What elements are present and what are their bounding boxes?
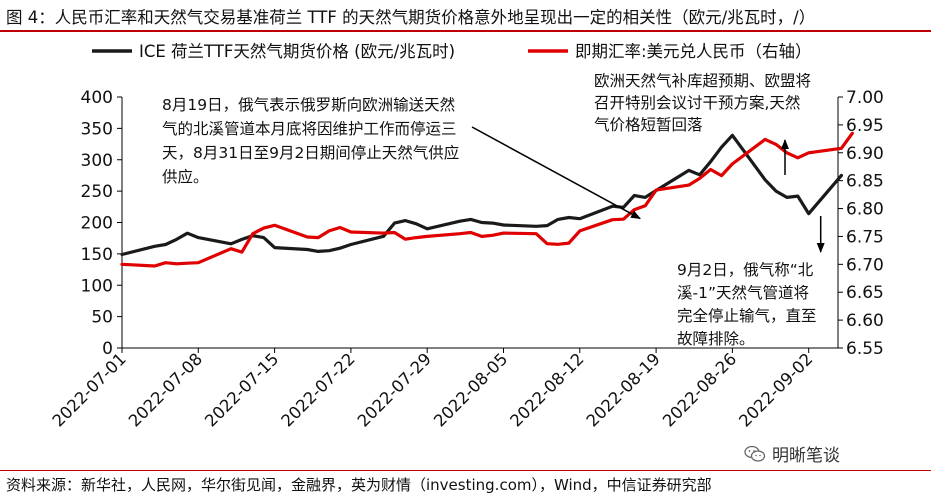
legend-label-cny: 即期汇率:美元兑人民币（右轴） <box>575 42 812 61</box>
annotation-aug19-arrow <box>471 126 641 220</box>
left-y-tick-label: 300 <box>81 151 113 171</box>
dual-axis-line-chart: ICE 荷兰TTF天然气期货价格 (欧元/兆瓦时) 即期汇率:美元兑人民币（右轴）… <box>49 42 884 431</box>
right-y-tick-label: 6.80 <box>846 200 884 220</box>
x-tick-label: 2022-08-26 <box>659 349 740 430</box>
x-tick-label: 2022-08-19 <box>583 349 664 430</box>
annotation-sep2-line: 9月2日，俄气称“北 <box>677 261 814 279</box>
x-tick-label: 2022-07-15 <box>201 349 282 430</box>
left-y-tick-label: 400 <box>81 88 113 108</box>
left-y-tick-label: 150 <box>81 245 113 265</box>
right-y-tick-label: 7.00 <box>846 88 884 108</box>
x-tick-label: 2022-09-02 <box>735 349 816 430</box>
right-y-tick-label: 6.85 <box>846 172 884 192</box>
right-y-tick-label: 6.75 <box>846 227 884 247</box>
right-y-tick-label: 6.95 <box>846 116 884 136</box>
x-tick-label: 2022-07-22 <box>277 349 358 430</box>
annotation-aug19-line: 天，8月31日至9月2日期间停止天然气供应 <box>162 143 459 162</box>
annotation-price-dip-line: 气价格短暂回落 <box>594 116 703 134</box>
annotation-sep2-line: 完全停止输气，直至 <box>677 307 817 325</box>
usd-cny-rate-line <box>120 131 854 268</box>
watermark-text: 明晰笔谈 <box>772 446 840 466</box>
right-y-tick-label: 6.65 <box>846 283 884 303</box>
annotation-aug19-line: 气的北溪管道本月底将因维护工作而停运三 <box>162 120 457 138</box>
annotation-aug19-line: 8月19日，俄气表示俄罗斯向欧洲输送天然 <box>162 96 455 114</box>
right-y-tick-label: 6.60 <box>846 311 884 331</box>
x-tick-label: 2022-07-29 <box>354 349 435 430</box>
legend-label-ttf: ICE 荷兰TTF天然气期货价格 (欧元/兆瓦时) <box>139 42 455 61</box>
figure-title: 图 4：人民币汇率和天然气交易基准荷兰 TTF 的天然气期货价格意外地呈现出一定… <box>6 8 816 27</box>
left-y-tick-label: 0 <box>102 339 113 359</box>
right-y-tick-label: 6.90 <box>846 144 884 164</box>
annotation-price-dip-line: 欧洲天然气补库超预期、欧盟将 <box>594 72 811 90</box>
watermark: 明晰笔谈 <box>744 441 840 466</box>
source-note: 资料来源：新华社，人民网，华尔街见闻，金融界，英为财情（investing.co… <box>6 476 712 494</box>
annotation-aug19-line: 供应。 <box>162 167 209 186</box>
footer-divider <box>0 470 931 471</box>
left-y-tick-label: 350 <box>81 119 113 139</box>
wechat-icon <box>744 445 766 462</box>
figure-title-bar: 图 4：人民币汇率和天然气交易基准荷兰 TTF 的天然气期货价格意外地呈现出一定… <box>0 0 931 32</box>
left-y-tick-label: 250 <box>81 182 113 202</box>
x-tick-label: 2022-07-01 <box>49 349 130 430</box>
annotation-price-dip-line: 召开特别会议讨干预方案,天然 <box>594 94 800 112</box>
annotation-sep2-line: 溪-1”天然气管道将 <box>677 284 809 302</box>
left-y-tick-label: 50 <box>91 308 113 328</box>
right-y-tick-label: 6.55 <box>846 339 884 359</box>
left-y-tick-label: 200 <box>81 214 113 234</box>
annotation-sep2-line: 故障排除。 <box>677 330 755 348</box>
x-tick-label: 2022-07-08 <box>125 349 206 430</box>
left-y-tick-label: 100 <box>81 276 113 296</box>
x-tick-label: 2022-08-12 <box>506 349 587 430</box>
x-tick-label: 2022-08-05 <box>430 349 511 430</box>
right-y-tick-label: 6.70 <box>846 255 884 275</box>
